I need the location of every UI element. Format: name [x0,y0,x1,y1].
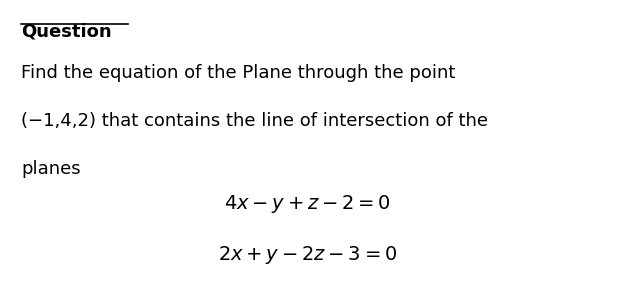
Text: $4x - y + z - 2 = 0$: $4x - y + z - 2 = 0$ [224,194,391,215]
Text: Question: Question [21,22,112,40]
Text: Find the equation of the Plane through the point: Find the equation of the Plane through t… [21,64,455,82]
Text: $2x + y - 2z - 3 = 0$: $2x + y - 2z - 3 = 0$ [218,244,397,266]
Text: (−1,4,2) that contains the line of intersection of the: (−1,4,2) that contains the line of inter… [21,112,488,130]
Text: planes: planes [21,160,81,178]
